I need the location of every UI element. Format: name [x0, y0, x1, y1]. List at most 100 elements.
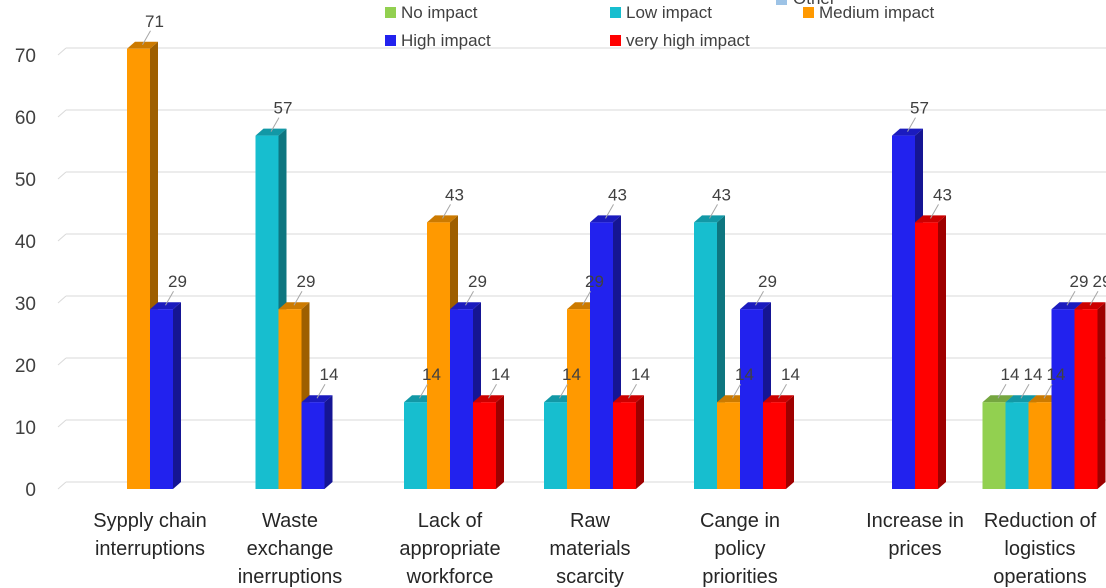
bar: [150, 302, 181, 489]
bar-top: [301, 395, 333, 403]
bar-top: [127, 41, 158, 49]
gridline-depth: [57, 171, 67, 180]
data-label: 14: [1024, 365, 1043, 384]
bar-front: [740, 309, 763, 489]
legend-item: High impact: [385, 31, 491, 50]
bar-side: [324, 395, 333, 489]
bar-front: [427, 222, 450, 489]
y-tick-label: 20: [15, 356, 36, 377]
x-category-label: Sypply chain interruptions: [93, 510, 206, 560]
bar-front: [763, 402, 786, 489]
bar-front: [892, 135, 915, 489]
bar-front: [613, 402, 636, 489]
bar-front: [473, 402, 496, 489]
y-tick-label: 0: [25, 480, 36, 501]
y-tick-label: 50: [15, 170, 36, 191]
bar-top: [740, 302, 771, 310]
bar-front: [1028, 402, 1052, 489]
bar-front: [1005, 402, 1029, 489]
label-leader: [316, 383, 326, 399]
label-leader: [582, 290, 591, 306]
label-leader: [270, 117, 280, 132]
bars: [127, 41, 1106, 490]
bar-top: [892, 128, 923, 136]
bar-top: [255, 128, 287, 136]
data-label: 29: [1093, 272, 1106, 291]
bar-top: [763, 395, 794, 403]
bar-front: [278, 309, 302, 489]
y-tick-label: 10: [15, 418, 36, 439]
bar-front: [567, 309, 590, 489]
y-axis-ticks: 0 10 20 30 40 50 60 70: [15, 46, 36, 501]
legend-item: very high impact: [610, 31, 750, 50]
legend-label: No impact: [401, 3, 478, 22]
data-label: 43: [608, 185, 627, 204]
bar-front: [255, 135, 279, 489]
bar-top: [590, 215, 621, 223]
legend-swatch: [803, 7, 814, 18]
gridline-depth: [57, 233, 67, 242]
bar-top: [450, 302, 481, 310]
data-label: 14: [320, 365, 339, 384]
legend-swatch: [385, 35, 396, 46]
y-tick-label: 40: [15, 232, 36, 253]
bar: [763, 395, 794, 489]
bar-top: [278, 302, 310, 310]
bar-top: [150, 302, 181, 310]
legend-swatch: [610, 35, 621, 46]
x-category-label: Waste exchange inerruptions: [238, 510, 343, 588]
label-leader: [755, 290, 764, 306]
data-label: 14: [781, 365, 800, 384]
x-category-label: Raw materials scarcity: [549, 510, 630, 588]
data-label: 14: [422, 365, 441, 384]
gridline-depth: [57, 419, 67, 428]
legend-label: very high impact: [626, 31, 750, 50]
x-category-label: Increase in prices: [866, 510, 964, 560]
data-label: 29: [585, 272, 604, 291]
bar-top: [1074, 302, 1106, 310]
y-tick-label: 30: [15, 294, 36, 315]
bar-front: [150, 309, 173, 489]
bar-top: [427, 215, 458, 223]
bar-side: [938, 215, 946, 489]
legend-label: Medium impact: [819, 3, 935, 22]
data-label: 29: [1070, 272, 1089, 291]
label-leader: [709, 204, 718, 219]
label-leader: [1066, 290, 1076, 306]
label-leader: [293, 290, 303, 306]
data-label: 14: [631, 365, 650, 384]
legend-label: High impact: [401, 31, 491, 50]
gridline-depth: [57, 109, 67, 118]
label-leader: [1089, 290, 1099, 306]
legend-item: No impact: [385, 3, 478, 22]
data-label: 14: [562, 365, 581, 384]
label-leader: [628, 383, 637, 399]
label-leader: [997, 383, 1007, 399]
label-leader: [732, 383, 741, 399]
gridline-depth: [57, 47, 67, 56]
x-category-label: Lack of appropriate workforce: [399, 510, 500, 588]
bar-front: [717, 402, 740, 489]
legend-label: Other: [793, 0, 836, 8]
label-leader: [142, 30, 151, 46]
bar-front: [1051, 309, 1075, 489]
data-label: 14: [1001, 365, 1020, 384]
bar-side: [636, 395, 644, 489]
bar: [613, 395, 644, 489]
label-leader: [419, 383, 428, 399]
data-label: 29: [297, 272, 316, 291]
bar-top: [694, 215, 725, 223]
data-label: 43: [933, 185, 952, 204]
x-axis-categories: Sypply chain interruptions Waste exchange in…: [93, 510, 1096, 588]
legend-swatch: [610, 7, 621, 18]
bar-side: [786, 395, 794, 489]
bar-front: [301, 402, 325, 489]
gridline-depth: [57, 481, 67, 490]
label-leader: [605, 204, 614, 219]
data-label: 14: [735, 365, 754, 384]
data-label: 29: [468, 272, 487, 291]
label-leader: [165, 290, 174, 306]
y-tick-label: 60: [15, 108, 36, 129]
legend-swatch: [776, 0, 787, 5]
